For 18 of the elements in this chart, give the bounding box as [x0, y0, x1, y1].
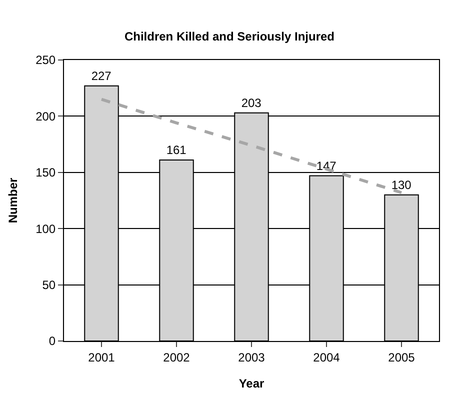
data-label: 203 — [241, 96, 262, 110]
y-tick-label: 250 — [36, 53, 56, 68]
data-label: 161 — [166, 143, 187, 158]
x-tick-label: 2005 — [388, 350, 416, 364]
data-label: 227 — [91, 68, 112, 83]
y-tick-label: 0 — [48, 334, 56, 348]
y-tick-label: 150 — [36, 166, 56, 180]
y-tick-label: 50 — [42, 278, 56, 292]
y-tick-label: 200 — [36, 109, 56, 124]
x-tick-label: 2003 — [238, 350, 266, 364]
x-tick-label: 2002 — [163, 350, 190, 364]
chart-title: Children Killed and Seriously Injured — [124, 29, 335, 44]
y-axis-title: Number — [6, 178, 20, 224]
y-tick-label: 100 — [36, 222, 56, 236]
data-label: 130 — [391, 178, 412, 192]
x-axis-title: Year — [238, 376, 265, 390]
x-tick-label: 2001 — [88, 350, 116, 364]
x-tick-label: 2004 — [313, 350, 340, 364]
